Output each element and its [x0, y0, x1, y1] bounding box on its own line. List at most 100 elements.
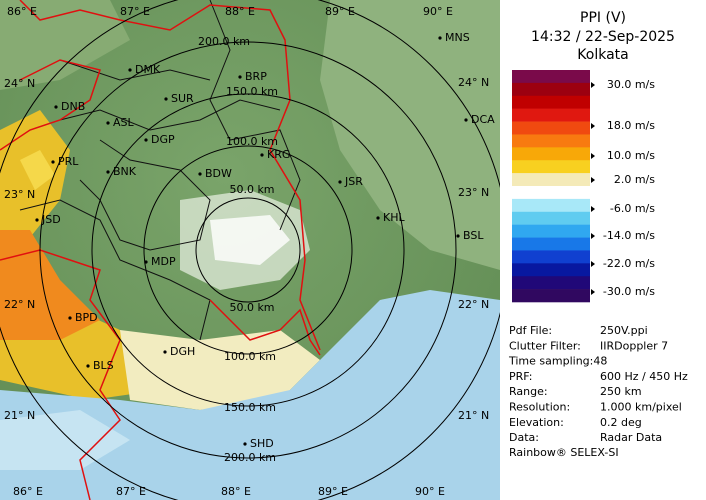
city-dot — [198, 172, 202, 176]
lon-label: 87° E — [116, 485, 146, 498]
lat-label: 21° N — [4, 409, 35, 422]
lon-label: 89° E — [325, 5, 355, 18]
lon-label: 89° E — [318, 485, 348, 498]
lon-label: 90° E — [423, 5, 453, 18]
city-dot — [338, 180, 342, 184]
info-value: 600 Hz / 450 Hz — [600, 370, 688, 383]
legend-label: 30.0 m/s — [607, 78, 655, 91]
site: Kolkata — [577, 47, 628, 63]
legend-arrow — [591, 177, 595, 183]
range-label: 150.0 km — [224, 401, 276, 414]
legend-arrow — [591, 153, 595, 159]
info-value: 250 km — [600, 385, 642, 398]
city-label: DGP — [151, 133, 175, 146]
legend-arrow — [591, 233, 595, 239]
info-label: Resolution: — [509, 401, 570, 414]
info-value: 0.2 deg — [600, 416, 642, 429]
time: 14:32 / 22-Sep-2025 — [531, 29, 675, 45]
city-dot — [106, 121, 110, 125]
legend-swatch — [512, 198, 590, 213]
legend-swatch — [512, 134, 590, 148]
city-dot — [456, 234, 460, 238]
info-label: Pdf File: — [509, 324, 552, 337]
info-value: Radar Data — [600, 431, 662, 444]
title: PPI (V) — [580, 10, 626, 26]
lon-label: 86° E — [13, 485, 43, 498]
legend-swatch — [512, 82, 590, 97]
legend-swatch — [512, 289, 590, 303]
legend-label: -6.0 m/s — [610, 202, 655, 215]
city-dot — [86, 364, 90, 368]
lat-label: 22° N — [4, 298, 35, 311]
city-label: SUR — [171, 92, 194, 105]
range-label: 150.0 km — [226, 85, 278, 98]
city-label: JSD — [41, 213, 61, 226]
city-dot — [144, 138, 148, 142]
city-label: ASL — [113, 116, 135, 129]
lat-label: 23° N — [4, 188, 35, 201]
city-dot — [243, 442, 247, 446]
city-label: DNB — [61, 100, 85, 113]
range-ring — [195, 197, 301, 303]
city-dot — [68, 316, 72, 320]
legend-swatch — [512, 70, 590, 84]
legend-swatch — [512, 263, 590, 277]
info-label: Range: — [509, 385, 548, 398]
info-label: Clutter Filter: — [509, 339, 581, 352]
range-label: 200.0 km — [198, 35, 250, 48]
range-label: 50.0 km — [229, 183, 274, 196]
legend-swatch — [512, 160, 590, 174]
legend-label: -14.0 m/s — [603, 229, 655, 242]
city-dot — [260, 153, 264, 157]
range-label: 100.0 km — [226, 135, 278, 148]
legend-swatch — [512, 95, 590, 109]
legend-swatch — [512, 108, 590, 122]
city-label: PRL — [58, 155, 79, 168]
legend-label: 2.0 m/s — [614, 173, 655, 186]
city-label: BPD — [75, 311, 98, 324]
city-label: KRG — [267, 148, 290, 161]
city-dot — [238, 75, 242, 79]
range-ring — [91, 93, 405, 407]
city-dot — [54, 105, 58, 109]
legend-label: -22.0 m/s — [603, 257, 655, 270]
city-dot — [128, 68, 132, 72]
city-label: BRP — [245, 70, 267, 83]
legend-swatch — [512, 173, 590, 187]
lat-label: 23° N — [458, 186, 489, 199]
city-label: MNS — [445, 31, 470, 44]
city-dot — [438, 36, 442, 40]
legend-label: 18.0 m/s — [607, 119, 655, 132]
legend-swatch — [512, 211, 590, 225]
range-ring — [143, 145, 353, 355]
info-label: Elevation: — [509, 416, 564, 429]
footer: Rainbow® SELEX-SI — [509, 446, 619, 459]
city-label: BNK — [113, 165, 137, 178]
legend-arrow — [591, 206, 595, 212]
legend-label: -30.0 m/s — [603, 285, 655, 298]
info-label: Data: — [509, 431, 539, 444]
legend-arrow — [591, 261, 595, 267]
legend-swatch — [512, 224, 590, 238]
city-label: DCA — [471, 113, 495, 126]
range-label: 200.0 km — [224, 451, 276, 464]
legend-swatch — [512, 147, 590, 161]
info-value: IIRDoppler 7 — [600, 339, 668, 352]
lon-label: 87° E — [120, 5, 150, 18]
city-label: SHD — [250, 437, 274, 450]
city-label: JSR — [344, 175, 363, 188]
legend-swatch — [512, 121, 590, 135]
city-dot — [106, 170, 110, 174]
legend-label: 10.0 m/s — [607, 149, 655, 162]
map: 200.0 km 150.0 km 100.0 km 50.0 km 50.0 km 10… — [0, 0, 500, 500]
lon-label: 88° E — [221, 485, 251, 498]
info-value: 250V.ppi — [600, 324, 648, 337]
city-dot — [164, 97, 168, 101]
city-label: DGH — [170, 345, 195, 358]
city-dot — [464, 118, 468, 122]
info-value: 1.000 km/pixel — [600, 401, 682, 414]
lon-label: 90° E — [415, 485, 445, 498]
legend-arrow — [591, 123, 595, 129]
info-label: PRF: — [509, 370, 532, 383]
city-dot — [376, 216, 380, 220]
